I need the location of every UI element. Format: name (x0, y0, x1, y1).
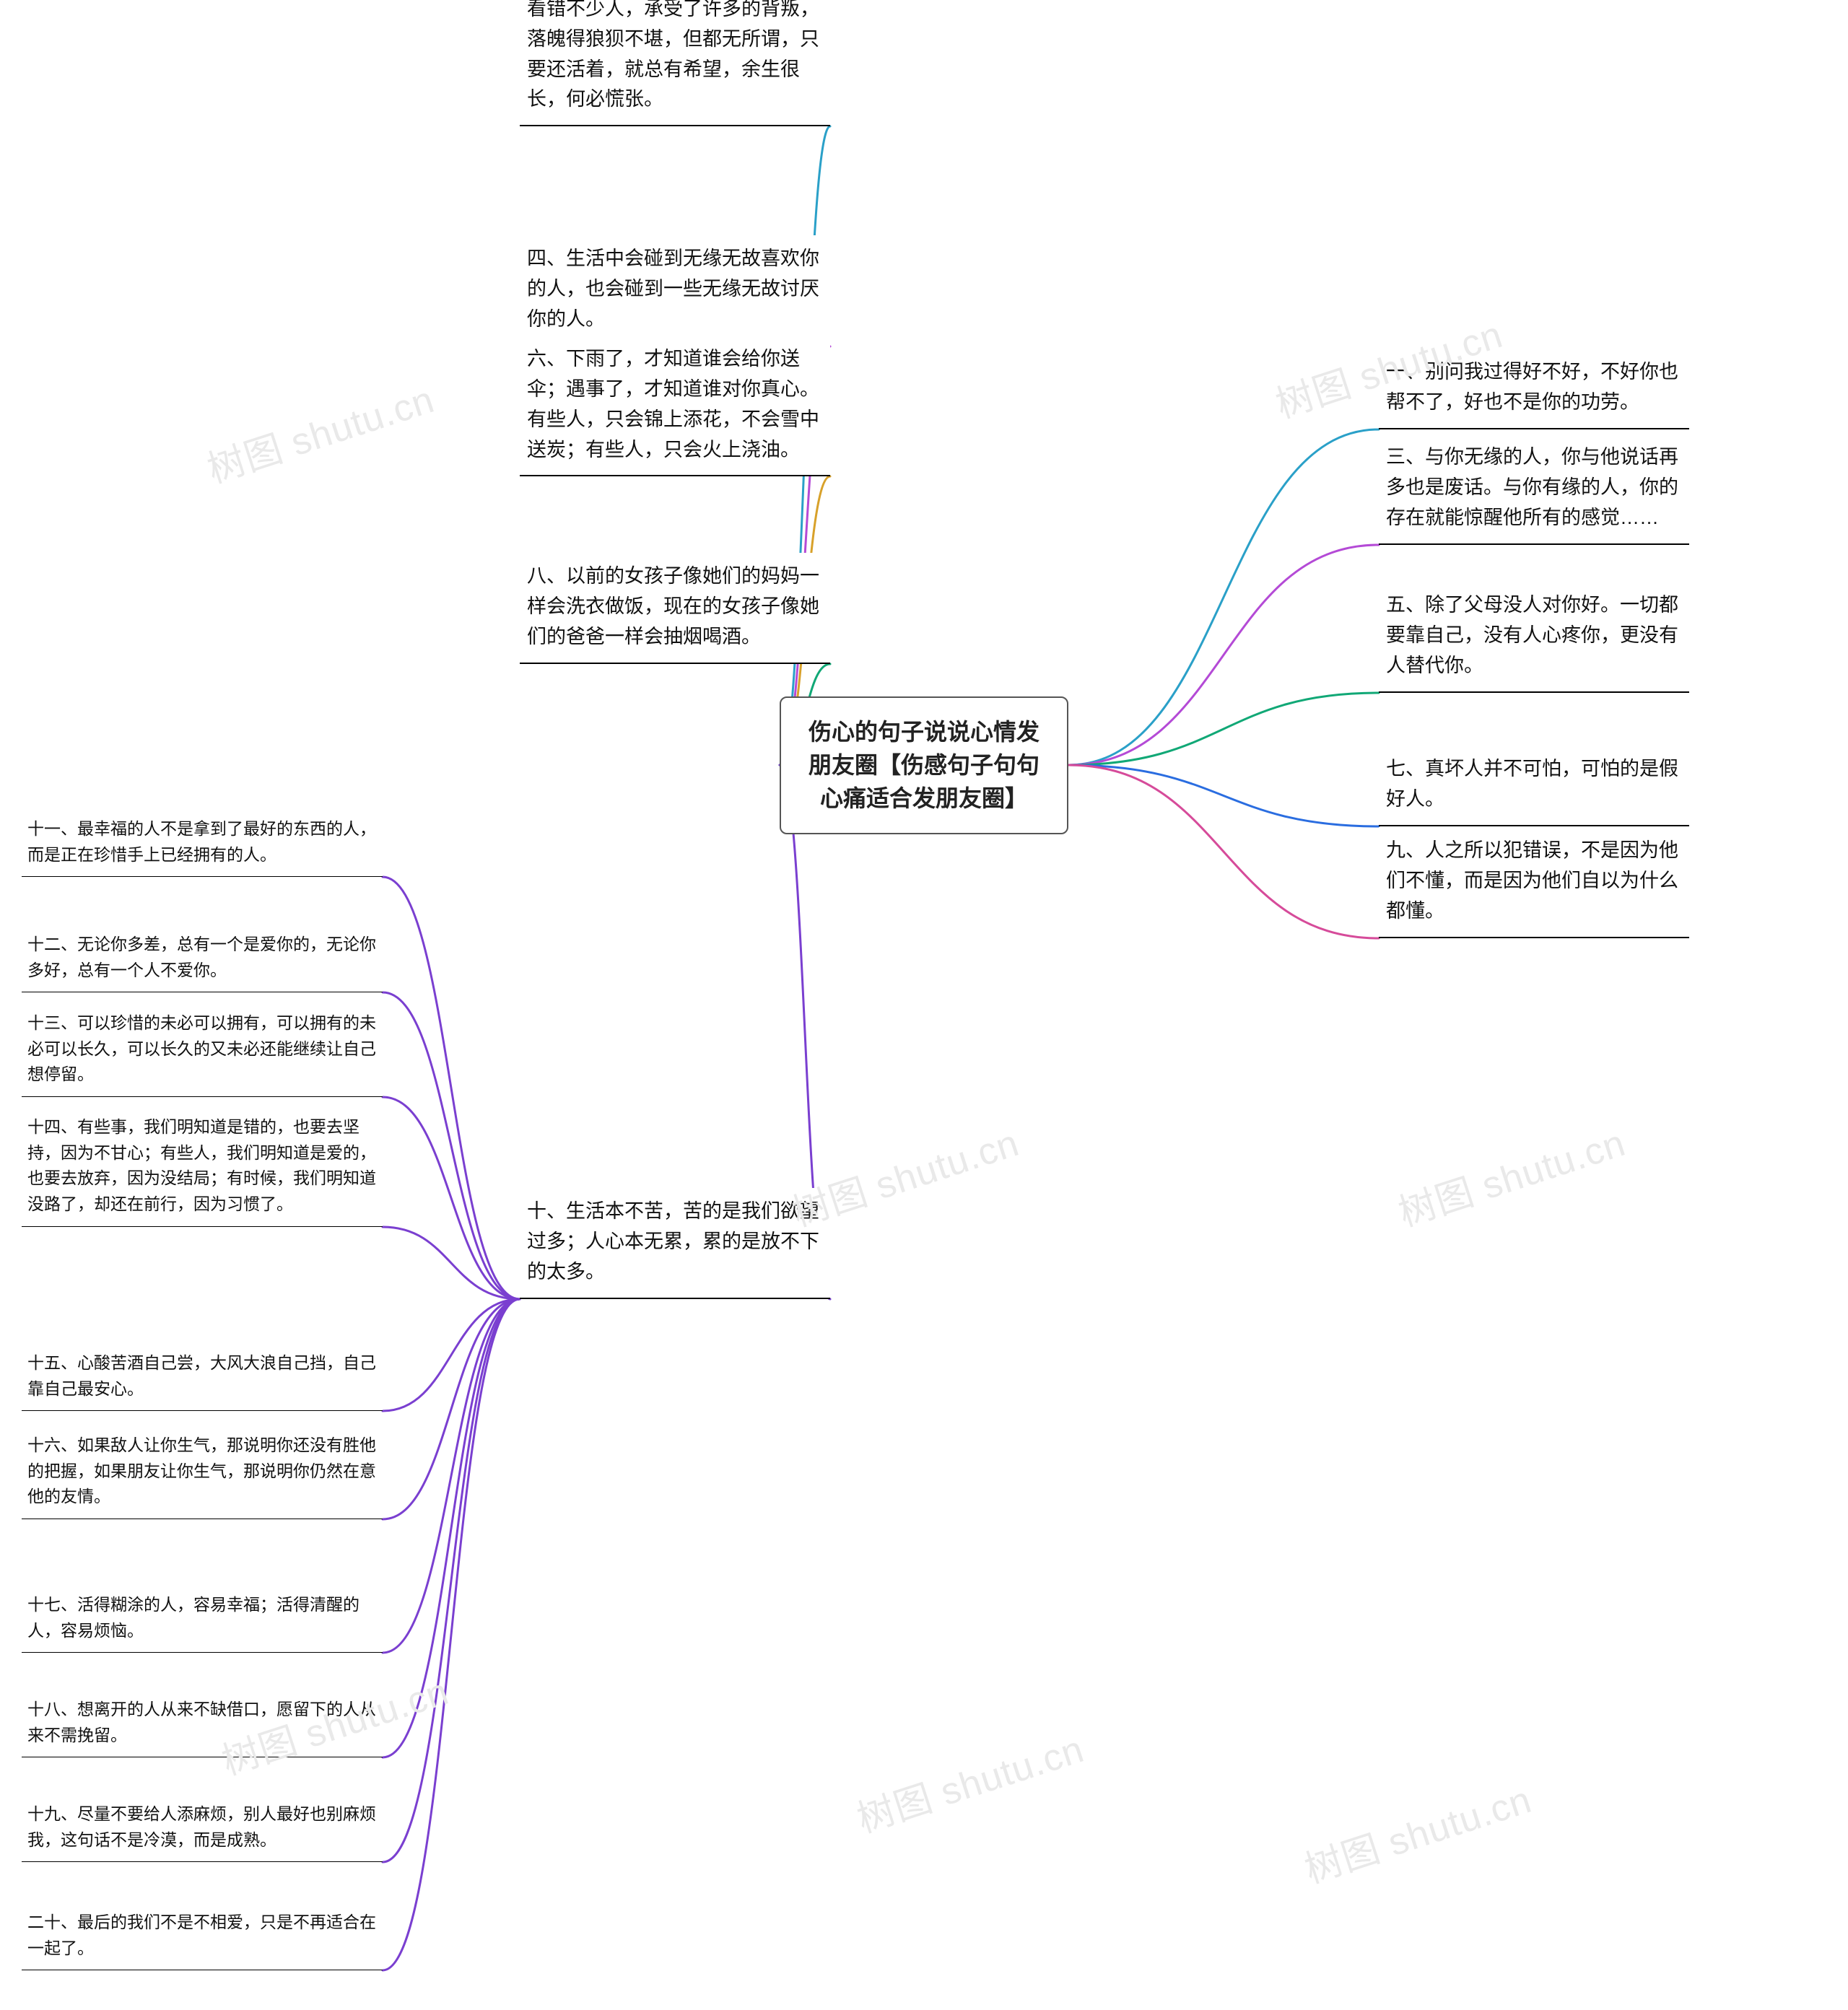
leaf-9: 二十、最后的我们不是不相爱，只是不再适合在一起了。 (22, 1902, 383, 1970)
left-bottom-branch: 十、生活本不苦，苦的是我们欲望过多；人心本无累，累的是放不下的太多。 (520, 1188, 830, 1299)
leaf-0: 十一、最幸福的人不是拿到了最好的东西的人，而是正在珍惜手上已经拥有的人。 (22, 809, 383, 877)
leaf-7: 十八、想离开的人从来不缺借口，愿留下的人从来不需挽留。 (22, 1690, 383, 1757)
right-branch-0: 一、别问我过得好不好，不好你也帮不了，好也不是你的功劳。 (1379, 349, 1689, 429)
mindmap-canvas: 伤心的句子说说心情发朋友圈【伤感句子句句心痛适合发朋友圈】 一、别问我过得好不好，… (0, 0, 1848, 2010)
leaf-5: 十六、如果敌人让你生气，那说明你还没有胜他的把握，如果朋友让你生气，那说明你仍然… (22, 1425, 383, 1519)
right-branch-4: 九、人之所以犯错误，不是因为他们不懂，而是因为他们自以为什么都懂。 (1379, 827, 1689, 938)
left-top-branch-1: 四、生活中会碰到无缘无故喜欢你的人，也会碰到一些无缘无故讨厌你的人。 (520, 235, 830, 346)
watermark-0: 树图 shutu.cn (199, 369, 440, 493)
leaf-3: 十四、有些事，我们明知道是错的，也要去坚持，因为不甘心；有些人，我们明知道是爱的… (22, 1107, 383, 1227)
watermark-5: 树图 shutu.cn (849, 1718, 1089, 1843)
right-branch-1: 三、与你无缘的人，你与他说话再多也是废话。与你有缘的人，你的存在就能惊醒他所有的… (1379, 434, 1689, 545)
leaf-4: 十五、心酸苦酒自己尝，大风大浪自己挡，自己靠自己最安心。 (22, 1343, 383, 1411)
right-branch-2: 五、除了父母没人对你好。一切都要靠自己，没有人心疼你，更没有人替代你。 (1379, 582, 1689, 693)
left-top-branch-3: 八、以前的女孩子像她们的妈妈一样会洗衣做饭，现在的女孩子像她们的爸爸一样会抽烟喝… (520, 553, 830, 664)
left-top-branch-0: 二、也许你一生中走错了不少路，看错不少人，承受了许多的背叛，落魄得狼狈不堪，但都… (520, 0, 830, 126)
watermark-3: 树图 shutu.cn (1390, 1112, 1631, 1236)
leaf-2: 十三、可以珍惜的未必可以拥有，可以拥有的未必可以长久，可以长久的又未必还能继续让… (22, 1003, 383, 1097)
center-node: 伤心的句子说说心情发朋友圈【伤感句子句句心痛适合发朋友圈】 (780, 696, 1068, 834)
leaf-8: 十九、尽量不要给人添麻烦，别人最好也别麻烦我，这句话不是冷漠，而是成熟。 (22, 1794, 383, 1862)
watermark-6: 树图 shutu.cn (1296, 1769, 1537, 1893)
leaf-6: 十七、活得糊涂的人，容易幸福；活得清醒的人，容易烦恼。 (22, 1585, 383, 1653)
right-branch-3: 七、真坏人并不可怕，可怕的是假好人。 (1379, 746, 1689, 826)
left-top-branch-2: 六、下雨了，才知道谁会给你送伞；遇事了，才知道谁对你真心。有些人，只会锦上添花，… (520, 336, 830, 476)
leaf-1: 十二、无论你多差，总有一个是爱你的，无论你多好，总有一个人不爱你。 (22, 925, 383, 992)
